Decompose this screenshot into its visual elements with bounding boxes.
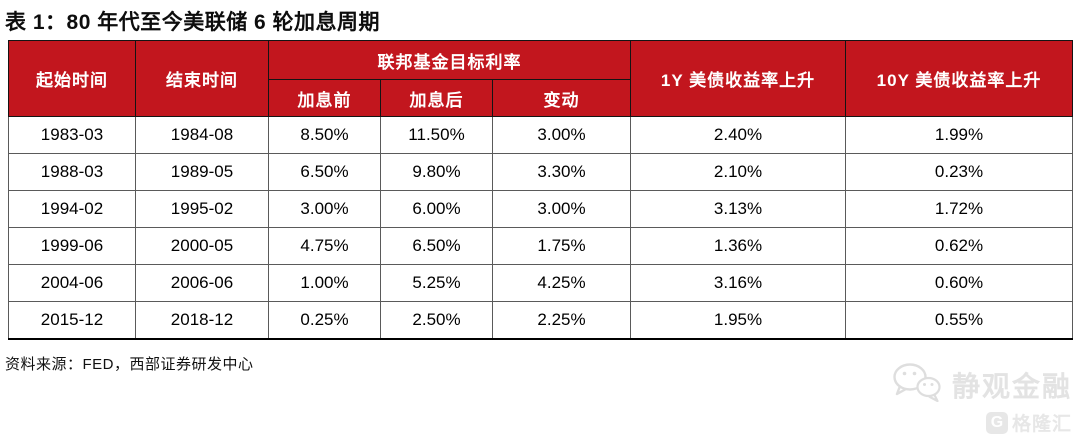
table-cell: 1.72% (845, 190, 1074, 228)
table-cell: 1.36% (630, 227, 847, 265)
gelonghui-logo-icon: G (985, 411, 1008, 434)
table-cell: 1983-03 (8, 116, 136, 154)
table-row: 2015-12 2018-12 0.25% 2.50% 2.25% 1.95% 0.55% (8, 301, 1074, 340)
col-header-10y-yield-rise: 10Y 美债收益率上升 (845, 40, 1074, 117)
table-cell: 6.50% (380, 227, 493, 265)
gelonghui-watermark: G 格隆汇 (890, 409, 1072, 436)
table-title: 表 1：80 年代至今美联储 6 轮加息周期 (5, 11, 381, 34)
watermark-area: 静观金融 G 格隆汇 (890, 362, 1072, 436)
table-cell: 1.95% (630, 301, 847, 340)
table-cell: 6.00% (380, 190, 493, 228)
source-note: 资料来源：FED，西部证券研发中心 (5, 356, 254, 373)
table-cell: 1989-05 (135, 153, 269, 191)
table-cell: 2000-05 (135, 227, 269, 265)
table-body: 1983-03 1984-08 8.50% 11.50% 3.00% 2.40% 1.99%… (8, 116, 1074, 340)
table-cell: 1995-02 (135, 190, 269, 228)
table-cell: 6.50% (268, 153, 381, 191)
col-header-change: 变动 (491, 79, 632, 117)
table-cell: 2.40% (630, 116, 847, 154)
table-cell: 3.00% (268, 190, 381, 228)
table-cell: 1999-06 (8, 227, 136, 265)
table-cell: 2.25% (491, 301, 632, 340)
table-cell: 9.80% (380, 153, 493, 191)
table-cell: 4.75% (268, 227, 381, 265)
table-cell: 2018-12 (135, 301, 269, 340)
col-header-before-hike: 加息前 (268, 79, 381, 117)
col-header-end-time: 结束时间 (135, 40, 269, 117)
table-cell: 0.62% (845, 227, 1074, 265)
table-cell: 3.16% (630, 264, 847, 302)
table-cell: 0.25% (268, 301, 381, 340)
col-header-after-hike: 加息后 (380, 79, 493, 117)
table-cell: 2015-12 (8, 301, 136, 340)
table-row: 1988-03 1989-05 6.50% 9.80% 3.30% 2.10% 0.23% (8, 153, 1074, 191)
table-row: 1999-06 2000-05 4.75% 6.50% 1.75% 1.36% 0.62% (8, 227, 1074, 265)
table-cell: 1994-02 (8, 190, 136, 228)
wechat-watermark: 静观金融 (890, 362, 1072, 407)
gelonghui-name: 格隆汇 (1011, 414, 1072, 435)
table-cell: 1.75% (491, 227, 632, 265)
table-cell: 3.30% (491, 153, 632, 191)
col-header-start-time: 起始时间 (8, 40, 136, 117)
table-cell: 2006-06 (135, 264, 269, 302)
table-row: 2004-06 2006-06 1.00% 5.25% 4.25% 3.16% 0.60% (8, 264, 1074, 302)
table-cell: 0.55% (845, 301, 1074, 340)
table-cell: 8.50% (268, 116, 381, 154)
wechat-account-name: 静观金融 (951, 370, 1072, 402)
table-cell: 4.25% (491, 264, 632, 302)
table-row: 1994-02 1995-02 3.00% 6.00% 3.00% 3.13% 1.72% (8, 190, 1074, 228)
table-cell: 1988-03 (8, 153, 136, 191)
table-cell: 3.13% (630, 190, 847, 228)
table-row: 1983-03 1984-08 8.50% 11.50% 3.00% 2.40% 1.99% (8, 116, 1074, 154)
table-cell: 2004-06 (8, 264, 136, 302)
table-cell: 1.00% (268, 264, 381, 302)
wechat-icon (890, 362, 944, 407)
table-cell: 0.60% (845, 264, 1074, 302)
col-header-fed-funds-target-rate: 联邦基金目标利率 (267, 40, 632, 80)
table-cell: 0.23% (845, 153, 1074, 191)
table-cell: 11.50% (380, 116, 493, 154)
table-cell: 2.50% (380, 301, 493, 340)
col-header-1y-yield-rise: 1Y 美债收益率上升 (630, 40, 847, 117)
table-cell: 3.00% (491, 190, 632, 228)
table-cell: 2.10% (630, 153, 847, 191)
table-cell: 1.99% (845, 116, 1074, 154)
rate-hike-cycles-table: 起始时间 结束时间 联邦基金目标利率 1Y 美债收益率上升 10Y 美债收益率上… (8, 40, 1074, 340)
table-cell: 3.00% (491, 116, 632, 154)
table-cell: 1984-08 (135, 116, 269, 154)
table-cell: 5.25% (380, 264, 493, 302)
table-header: 起始时间 结束时间 联邦基金目标利率 1Y 美债收益率上升 10Y 美债收益率上… (8, 40, 1074, 117)
